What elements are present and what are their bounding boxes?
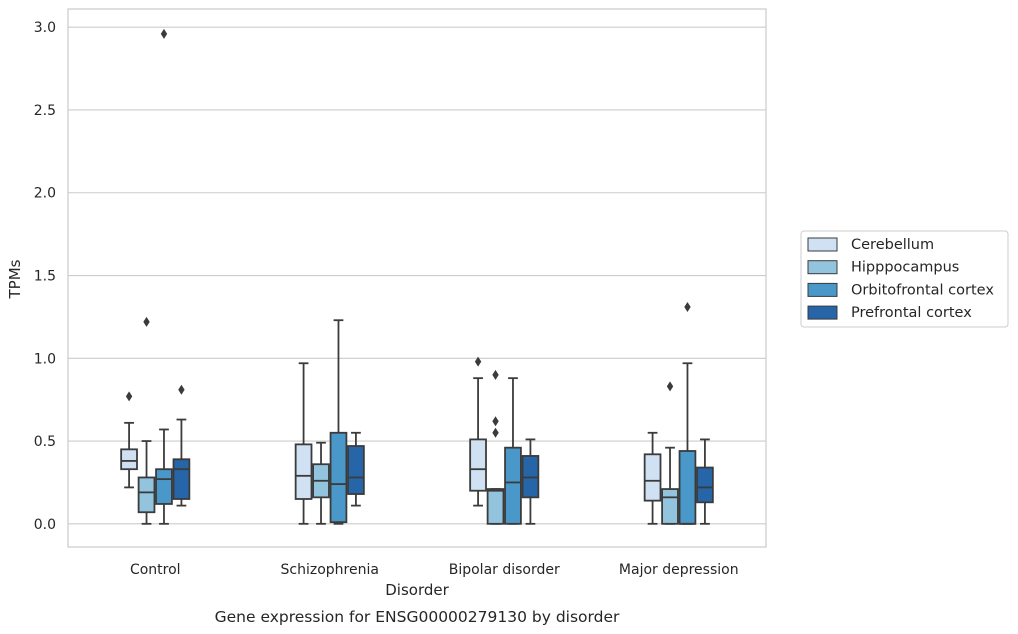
box-cerebellum <box>469 356 487 507</box>
legend-label: Orbitofrontal cortex <box>851 282 994 298</box>
outlier-point <box>125 391 133 402</box>
x-tick-label: Bipolar disorder <box>449 562 560 578</box>
outlier-point <box>160 28 168 39</box>
legend-label: Prefrontal cortex <box>851 305 972 321</box>
iqr-box <box>120 448 138 471</box>
legend-swatch <box>807 305 838 320</box>
legend: Cerebellum Hipppocampus Orbitofrontal cort… <box>800 230 1009 328</box>
iqr-box <box>347 445 365 495</box>
iqr-box <box>643 453 662 502</box>
iqr-box <box>172 458 191 500</box>
y-tick-label: 2.5 <box>34 103 56 119</box>
x-axis-label: Disorder <box>385 581 449 599</box>
y-tick-labels: 0.0 0.5 1.0 1.5 2.0 2.5 3.0 <box>34 20 56 533</box>
legend-label: Hipppocampus <box>851 260 959 276</box>
legend-frame <box>800 230 1009 328</box>
box-plot-marks <box>120 28 714 525</box>
y-tick-label: 2.0 <box>34 186 56 202</box>
outlier-point <box>492 427 499 438</box>
iqr-box <box>329 431 348 524</box>
outlier-point <box>684 301 691 312</box>
iqr-box <box>137 476 156 514</box>
legend-swatch <box>807 237 838 252</box>
y-gridlines <box>68 26 766 525</box>
y-tick-label: 0.5 <box>34 434 56 450</box>
iqr-box <box>696 466 714 504</box>
box-hipppocampus <box>312 441 330 525</box>
y-tick-label: 0.0 <box>34 517 56 533</box>
outlier-point <box>492 416 499 427</box>
iqr-box <box>486 488 505 525</box>
box-orbitofrontal-cortex <box>329 319 348 525</box>
outlier-point <box>666 381 674 392</box>
iqr-box <box>661 488 679 525</box>
y-tick-label: 3.0 <box>34 20 56 36</box>
box-orbitofrontal-cortex <box>155 28 173 525</box>
plot-area-frame <box>67 8 767 548</box>
iqr-box <box>294 443 313 500</box>
y-axis-label: TPMs <box>6 259 24 299</box>
box-orbitofrontal-cortex <box>678 301 697 525</box>
y-tick-label: 1.0 <box>34 351 56 367</box>
x-tick-label: Major depression <box>619 562 739 578</box>
box-prefrontal-cortex <box>521 438 540 525</box>
box-cerebellum <box>294 362 313 525</box>
iqr-box <box>155 468 173 505</box>
chart-caption: Gene expression for ENSG00000279130 by d… <box>215 608 620 626</box>
x-tick-label: Schizophrenia <box>281 562 379 578</box>
outlier-point <box>492 369 499 380</box>
outlier-point <box>143 316 150 327</box>
iqr-box <box>678 450 697 525</box>
box-orbitofrontal-cortex <box>504 377 522 525</box>
x-tick-labels: Control Schizophrenia Bipolar disorder Majo… <box>130 562 739 578</box>
box-prefrontal-cortex <box>696 438 714 525</box>
box-cerebellum <box>120 391 138 489</box>
box-hipppocampus <box>137 316 156 525</box>
iqr-box <box>469 438 487 492</box>
y-tick-label: 1.5 <box>34 269 56 285</box>
x-tick-label: Control <box>130 562 181 578</box>
outlier-point <box>474 356 482 367</box>
box-hipppocampus <box>486 369 505 525</box>
iqr-box <box>504 446 522 525</box>
box-hipppocampus <box>661 381 679 525</box>
legend-swatch <box>807 260 838 275</box>
legend-label: Cerebellum <box>851 237 934 253</box>
box-prefrontal-cortex <box>172 384 191 507</box>
box-cerebellum <box>643 431 662 525</box>
box-prefrontal-cortex <box>347 431 365 507</box>
outlier-point <box>178 384 185 395</box>
legend-swatch <box>807 282 838 297</box>
